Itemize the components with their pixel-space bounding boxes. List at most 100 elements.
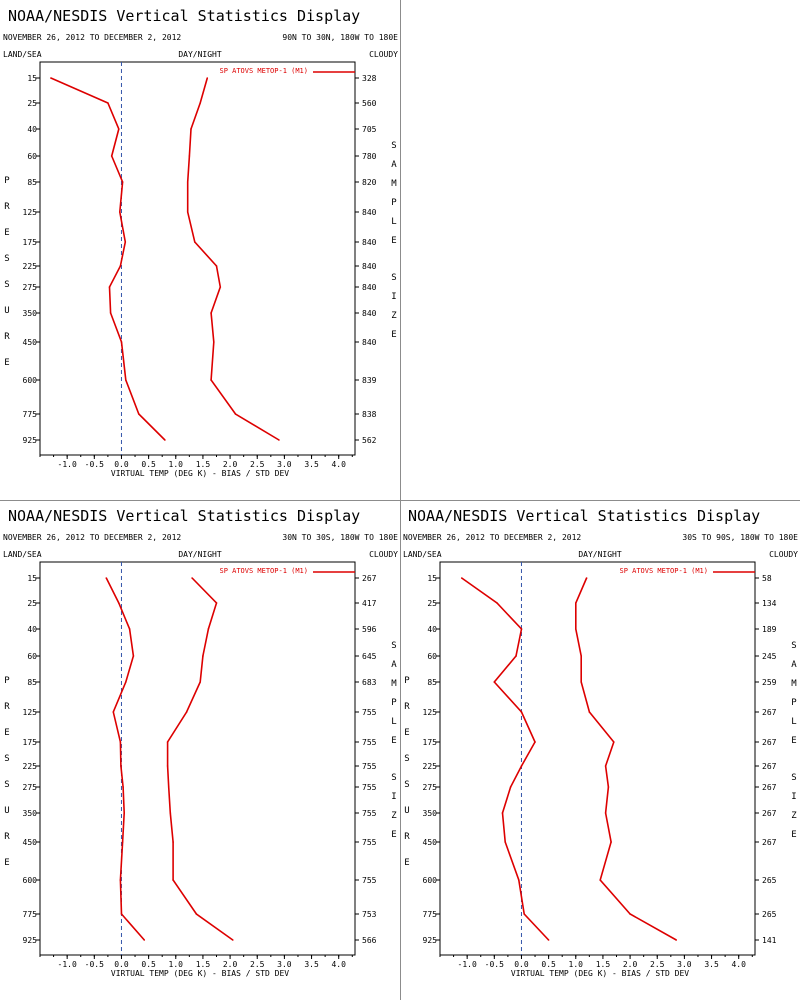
y-tick-label: 60	[27, 652, 37, 661]
y-tick-label: 60	[27, 152, 37, 161]
y-tick-label: 775	[23, 910, 38, 919]
sample-size-side-letter: L	[791, 717, 796, 727]
y-tick-label: 85	[27, 678, 37, 687]
y-tick-label: 125	[423, 708, 438, 717]
data-point-bias	[547, 939, 550, 941]
y-tick-label: 25	[27, 99, 37, 108]
sample-size-side-letter: S	[391, 641, 396, 651]
vertical-stats-chart: NOAA/NESDIS Vertical Statistics Display N…	[3, 507, 398, 978]
x-tick-label: 2.0	[223, 460, 238, 469]
data-point-std-dev	[599, 879, 602, 881]
x-tick-label: 1.0	[169, 960, 184, 969]
sample-size-label: 645	[362, 652, 377, 661]
pressure-side-letter: R	[4, 202, 10, 212]
x-axis-label: VIRTUAL TEMP (DEG K) - BIAS / STD DEV	[511, 969, 689, 978]
y-tick-label: 175	[23, 238, 38, 247]
data-point-bias	[119, 265, 122, 267]
pressure-side-letter: S	[4, 754, 9, 764]
sample-size-label: 840	[362, 262, 377, 271]
sample-size-side-letter: L	[391, 217, 396, 227]
y-tick-label: 40	[27, 625, 37, 634]
data-point-std-dev	[675, 939, 678, 941]
pressure-side-letter: S	[404, 780, 409, 790]
pressure-side-letter: S	[4, 780, 9, 790]
data-point-std-dev	[210, 312, 212, 314]
cloudy-label: CLOUDY	[769, 550, 798, 559]
data-point-std-dev	[604, 812, 607, 814]
sample-size-label: 683	[362, 678, 377, 687]
y-tick-label: 175	[23, 738, 38, 747]
data-point-bias	[120, 341, 123, 343]
sample-size-side-letter: S	[391, 273, 396, 283]
y-tick-label: 275	[423, 783, 438, 792]
chart-title: NOAA/NESDIS Vertical Statistics Display	[408, 507, 760, 525]
data-point-bias	[121, 841, 124, 843]
data-point-std-dev	[574, 628, 577, 630]
data-point-std-dev	[166, 765, 169, 767]
sample-size-side-letter: E	[391, 236, 396, 246]
chart-title: NOAA/NESDIS Vertical Statistics Display	[8, 507, 360, 525]
x-axis-label: VIRTUAL TEMP (DEG K) - BIAS / STD DEV	[111, 969, 289, 978]
pressure-side-letter: S	[4, 254, 9, 264]
y-tick-label: 85	[27, 178, 37, 187]
sample-size-label: 755	[362, 783, 377, 792]
chart-panel-north: NOAA/NESDIS Vertical Statistics Display N…	[0, 0, 400, 500]
data-point-bias	[123, 812, 125, 814]
data-point-std-dev	[232, 939, 234, 941]
sample-size-side-letter: Z	[391, 311, 397, 321]
data-point-bias	[509, 786, 512, 788]
x-tick-label: -1.0	[458, 960, 477, 969]
land-sea-label: LAND/SEA	[403, 550, 442, 559]
data-point-std-dev	[610, 841, 612, 843]
sample-size-side-letter: I	[791, 792, 796, 802]
x-tick-label: -1.0	[58, 960, 77, 969]
y-tick-label: 125	[23, 708, 38, 717]
land-sea-label: LAND/SEA	[3, 550, 42, 559]
y-tick-label: 925	[423, 936, 438, 945]
y-tick-label: 925	[23, 436, 38, 445]
chart-panel-south: NOAA/NESDIS Vertical Statistics Display N…	[400, 500, 800, 1000]
y-tick-label: 350	[23, 809, 38, 818]
data-point-bias	[143, 939, 146, 941]
sample-size-label: 265	[762, 876, 777, 885]
series-line-std-dev	[166, 577, 234, 941]
sample-size-label: 840	[362, 338, 377, 347]
x-axis-label: VIRTUAL TEMP (DEG K) - BIAS / STD DEV	[111, 469, 289, 478]
data-point-std-dev	[193, 241, 196, 243]
sample-size-label: 265	[762, 910, 777, 919]
data-point-std-dev	[166, 741, 169, 743]
sample-size-label: 560	[362, 99, 377, 108]
x-tick-label: 0.5	[141, 460, 156, 469]
sample-size-label: 267	[762, 762, 777, 771]
legend-label: SP ATOVS METOP-1 (M1)	[219, 67, 308, 75]
y-tick-label: 925	[23, 936, 38, 945]
data-point-bias	[534, 741, 536, 743]
plot-frame	[439, 561, 756, 956]
x-tick-label: -0.5	[85, 460, 104, 469]
x-tick-label: 2.0	[223, 960, 238, 969]
sample-size-label: 267	[762, 809, 777, 818]
region-label: 30S TO 90S, 180W TO 180E	[682, 533, 798, 542]
sample-size-side-letter: E	[391, 330, 396, 340]
y-tick-label: 125	[23, 208, 38, 217]
data-point-bias	[112, 711, 115, 713]
sample-size-side-letter: E	[791, 830, 796, 840]
sample-size-side-letter: Z	[791, 811, 797, 821]
data-point-bias	[517, 879, 520, 881]
cloudy-label: CLOUDY	[369, 550, 398, 559]
y-tick-label: 85	[427, 678, 437, 687]
data-point-std-dev	[202, 655, 204, 657]
data-point-std-dev	[588, 711, 591, 713]
sample-size-side-letter: P	[391, 198, 397, 208]
data-point-bias	[122, 786, 124, 788]
sample-size-label: 753	[362, 910, 377, 919]
y-tick-label: 40	[427, 625, 437, 634]
sample-size-label: 839	[362, 376, 377, 385]
sample-size-label: 780	[362, 152, 377, 161]
sample-size-side-letter: A	[791, 660, 797, 670]
data-point-std-dev	[206, 77, 209, 79]
pressure-side-letter: E	[4, 358, 9, 368]
data-point-bias	[109, 312, 112, 314]
pressure-side-letter: P	[4, 676, 10, 686]
pressure-side-letter: P	[404, 676, 410, 686]
